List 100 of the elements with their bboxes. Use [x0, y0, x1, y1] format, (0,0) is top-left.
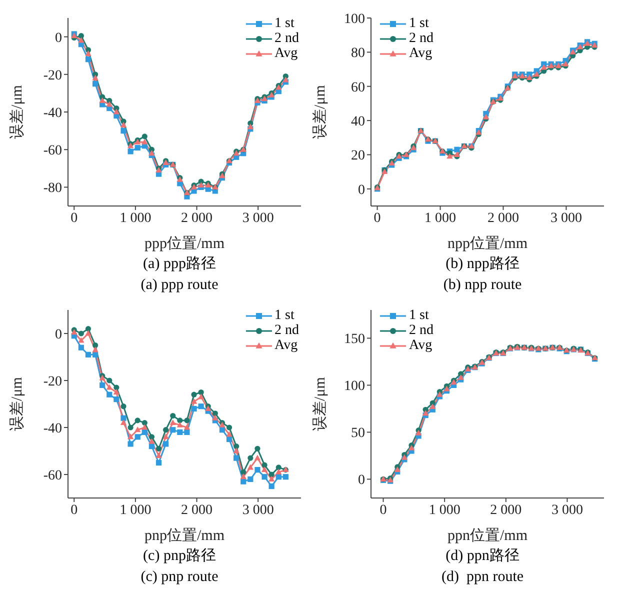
y-tick-label: 0 — [358, 473, 365, 488]
y-tick-label: 150 — [344, 332, 365, 348]
y-tick-label: 20 — [351, 148, 365, 164]
point — [482, 114, 490, 120]
point — [276, 464, 282, 470]
legend-label: Avg — [274, 338, 298, 353]
y-tick-label: -60 — [43, 468, 62, 484]
point — [562, 60, 569, 66]
legend-label: 2 nd — [274, 31, 299, 46]
legend-label: 1 st — [409, 308, 429, 323]
point — [198, 182, 204, 188]
y-tick-label: 0 — [358, 182, 365, 198]
legend-label: 2 nd — [409, 323, 434, 338]
point — [240, 473, 246, 480]
y-tick-label: -40 — [43, 421, 62, 436]
x-tick-label: 1 000 — [120, 210, 152, 226]
text: (b) npp route — [442, 276, 523, 295]
y-tick-label: 100 — [344, 379, 365, 394]
point — [156, 452, 162, 458]
point — [198, 394, 204, 400]
point — [276, 468, 282, 474]
y-tick-label: -20 — [43, 68, 62, 84]
y-axis-title: 误差/μm — [311, 376, 328, 431]
x-tick-label: 0 — [70, 210, 78, 226]
point — [268, 472, 274, 478]
point — [446, 153, 453, 159]
x-tick-label: 1 000 — [120, 502, 152, 518]
point — [106, 101, 112, 107]
y-tick-label: -60 — [43, 144, 62, 159]
text: (d) ppn路径 — [444, 547, 520, 566]
text: (b) npp路径 — [444, 255, 520, 274]
point — [106, 378, 112, 384]
point — [113, 388, 120, 394]
legend-label: 1 st — [274, 308, 294, 323]
point — [85, 50, 92, 56]
x-axis-title: pnp位置/mm — [144, 527, 225, 544]
point — [120, 415, 126, 421]
point — [262, 462, 268, 468]
point — [120, 419, 127, 426]
point — [233, 448, 240, 454]
point — [134, 144, 140, 151]
point — [85, 330, 92, 336]
legend-label: 2 nd — [274, 323, 299, 338]
point — [240, 469, 246, 475]
y-axis-title: 误差/μm — [311, 84, 328, 139]
point — [212, 414, 218, 420]
x-tick-label: 3 000 — [242, 502, 274, 518]
point — [191, 406, 197, 412]
text: (a) ppp route — [140, 276, 220, 295]
text: (c) pnp路径 — [142, 547, 217, 566]
point — [177, 429, 183, 435]
text: (d) ppn route — [440, 568, 525, 587]
point — [142, 424, 148, 430]
legend-label: 1 st — [274, 16, 294, 31]
point — [92, 81, 98, 87]
point — [190, 398, 198, 404]
point — [422, 410, 429, 416]
point — [526, 74, 532, 80]
point — [134, 426, 141, 432]
y-tick-label: 100 — [344, 12, 365, 27]
text: (c) pnp route — [140, 568, 220, 587]
point — [128, 148, 134, 154]
point — [92, 346, 98, 352]
point — [458, 374, 464, 380]
point — [540, 64, 547, 70]
x-tick-label: 2 000 — [181, 502, 213, 518]
point — [454, 146, 460, 152]
point — [163, 427, 169, 433]
point — [78, 37, 84, 43]
point — [191, 392, 197, 398]
point — [134, 418, 140, 424]
point — [99, 97, 106, 103]
point — [128, 441, 134, 447]
y-tick-label: 60 — [351, 80, 365, 96]
y-tick-label: -40 — [43, 106, 62, 121]
y-tick-label: -20 — [43, 374, 62, 390]
y-axis-title: 误差/μm — [8, 84, 26, 139]
point — [114, 396, 120, 402]
point — [85, 56, 92, 62]
point — [430, 403, 436, 410]
point — [401, 454, 408, 460]
point — [234, 455, 240, 461]
point — [106, 392, 112, 398]
point — [444, 386, 450, 392]
point — [100, 382, 106, 388]
legend-label: Avg — [409, 46, 432, 61]
point — [254, 467, 260, 473]
point — [170, 412, 176, 419]
point — [234, 444, 240, 450]
point — [254, 454, 261, 460]
point — [436, 391, 443, 397]
legend-label: 2 nd — [409, 31, 434, 46]
x-tick-label: 1 000 — [428, 502, 460, 518]
point — [184, 418, 190, 424]
point — [78, 330, 84, 336]
point — [142, 138, 148, 144]
point — [170, 427, 176, 433]
point — [148, 150, 155, 156]
point — [148, 434, 154, 440]
point — [247, 464, 254, 470]
